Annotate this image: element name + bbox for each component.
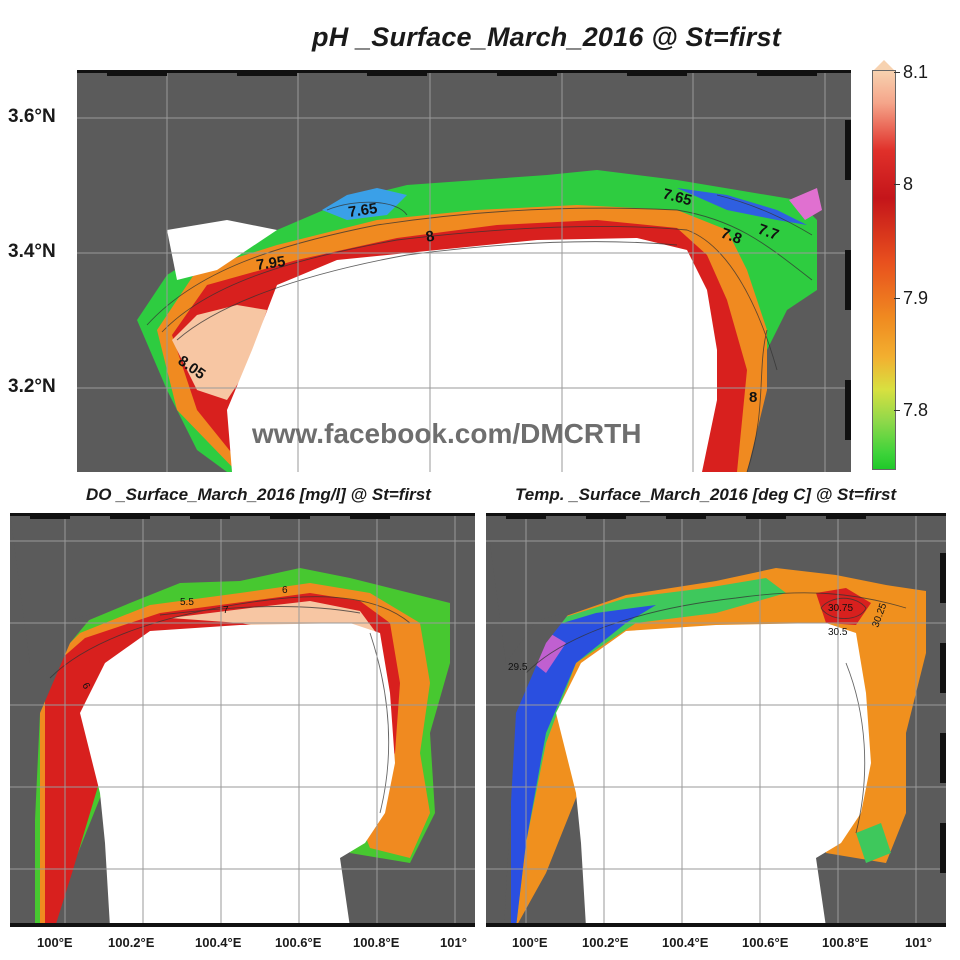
lat-label-3-2: 3.2°N [8, 376, 56, 397]
colorbar-tickmark [894, 298, 900, 299]
colorbar-tick-label: 8 [903, 174, 914, 194]
temp-map-panel: 30.75 30.25 29.5 30.5 [486, 513, 946, 927]
colorbar-tick-label: 8.1 [903, 62, 929, 82]
temp-contour-label: 30.5 [828, 627, 848, 638]
ph-contour-label: 7.65 [661, 185, 694, 209]
ph-blue-patch-east [677, 188, 807, 225]
temp-contours [525, 592, 907, 834]
lon-label-left: 100.2°E [108, 935, 155, 950]
do-contour-label-group: 5.5 7 6 6 [79, 585, 288, 692]
ph-contour-label: 7.8 [719, 225, 744, 248]
do-inner-sea [80, 623, 395, 927]
colorbar-tick-label: 7.8 [903, 400, 929, 420]
ph-contour-label: 7.65 [347, 200, 378, 221]
do-contour-label: 6 [282, 585, 288, 596]
ph-map-panel: 7.65 7.95 8.05 7.8 7.7 8 7.65 8 [77, 70, 851, 472]
do-sea-notch-west [10, 513, 95, 927]
temp-contour-label: 30.75 [828, 603, 853, 614]
do-frame [10, 513, 475, 927]
lon-label-right: 101° [905, 935, 932, 950]
ph-blue-patch [322, 188, 407, 220]
temp-contour-label: 29.5 [508, 662, 528, 673]
colorbar-tickmark [894, 410, 900, 411]
ph-inner-sea [227, 238, 717, 472]
lon-label-right: 100°E [512, 935, 548, 950]
temp-green-east [856, 823, 891, 863]
ph-colorbar [872, 70, 896, 470]
ph-sea-notch [167, 220, 277, 280]
lon-label-left: 100.4°E [195, 935, 242, 950]
ph-map-title: pH _Surface_March_2016 @ St=first [312, 22, 781, 52]
lat-label-3-6: 3.6°N [8, 106, 56, 127]
colorbar-tickmark [894, 72, 900, 73]
colorbar-tick-label: 7.9 [903, 288, 929, 308]
do-map-panel: 5.5 7 6 6 [10, 513, 475, 927]
ph-contours [146, 194, 813, 472]
colorbar-tickmark [894, 184, 900, 185]
do-contour-label: 5.5 [180, 597, 194, 608]
watermark-text: www.facebook.com/DMCRTH [252, 418, 642, 449]
lon-label-left: 101° [440, 935, 467, 950]
ph-contour-label: 8 [424, 228, 436, 246]
ph-contour-label: 7.95 [255, 253, 286, 274]
lon-label-right: 100.8°E [822, 935, 869, 950]
do-contour-label: 7 [223, 605, 229, 616]
lon-label-right: 100.2°E [582, 935, 629, 950]
ph-contour-label-group: 7.65 7.95 8.05 7.8 7.7 8 7.65 8 [175, 185, 781, 406]
do-grid [10, 513, 475, 927]
lon-label-left: 100°E [37, 935, 73, 950]
ph-contour-label: 8 [749, 389, 757, 406]
ph-contour-label: 7.7 [756, 221, 781, 244]
ph-frame [77, 70, 851, 440]
colorbar-tip [872, 60, 896, 72]
temp-sea-notch-west [486, 513, 571, 927]
lon-label-left: 100.8°E [353, 935, 400, 950]
temp-inner-sea [556, 623, 871, 927]
temp-purple-patch [521, 631, 566, 673]
temp-blue-band [511, 605, 656, 927]
lat-label-3-4: 3.4°N [8, 241, 56, 262]
lon-label-right: 100.4°E [662, 935, 709, 950]
ph-band-peach [172, 305, 267, 400]
do-map-title: DO _Surface_March_2016 [mg/l] @ St=first [86, 485, 431, 504]
lon-label-right: 100.6°E [742, 935, 789, 950]
temp-grid [486, 513, 946, 927]
ph-grid [77, 70, 851, 472]
lon-label-left: 100.6°E [275, 935, 322, 950]
temp-map-title: Temp. _Surface_March_2016 [deg C] @ St=f… [515, 485, 897, 504]
do-contour-label: 6 [79, 681, 92, 692]
ph-pink-patch [789, 188, 822, 220]
do-contours [49, 596, 411, 814]
temp-frame [486, 513, 946, 927]
